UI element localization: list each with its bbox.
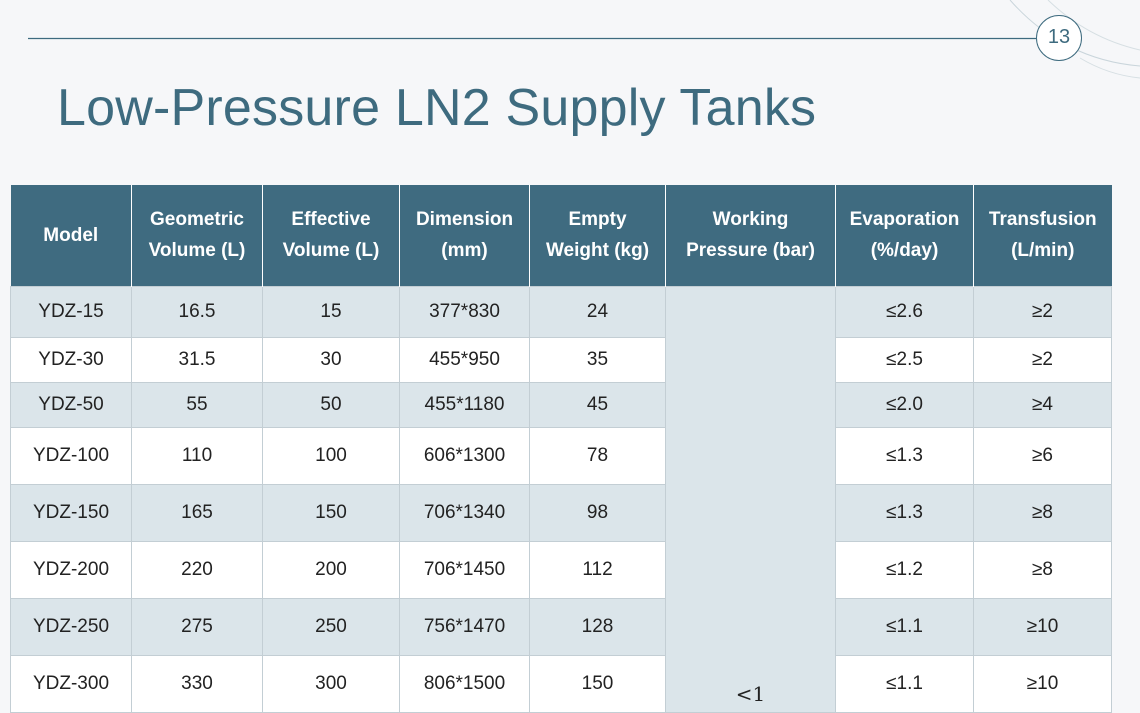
cell-geometric: 330 — [131, 654, 263, 713]
specs-table: Model Geometric Volume (L) Effective Volume … — [10, 185, 1112, 713]
cell-weight: 78 — [529, 426, 666, 485]
column-header-line: Volume (L) — [148, 240, 246, 262]
column-header-effective-volume: Effective Volume (L) — [262, 185, 400, 286]
column-header-line: Volume (L) — [282, 240, 380, 262]
column-header-line: Transfusion — [988, 209, 1097, 231]
cell-weight: 112 — [529, 540, 666, 599]
table-row: YDZ-200 220 200 706*1450 112 ≤1.2 ≥8 — [10, 540, 1112, 599]
cell-transfusion: ≥8 — [973, 483, 1112, 542]
cell-transfusion: ≥10 — [973, 654, 1112, 713]
cell-evaporation: ≤2.6 — [835, 285, 974, 338]
cell-transfusion: ≥4 — [973, 381, 1112, 428]
table-row: YDZ-50 55 50 455*1180 45 ≤2.0 ≥4 — [10, 381, 1112, 428]
cell-evaporation: ≤1.3 — [835, 483, 974, 542]
cell-geometric: 220 — [131, 540, 263, 599]
column-header-line: Working — [712, 209, 789, 231]
cell-dimension: 706*1340 — [399, 483, 530, 542]
column-header-line: Evaporation — [849, 209, 960, 231]
cell-geometric: 55 — [131, 381, 263, 428]
cell-evaporation: ≤2.5 — [835, 336, 974, 383]
column-header-dimension: Dimension (mm) — [399, 185, 530, 286]
cell-effective: 300 — [262, 654, 400, 713]
column-header-line: (L/min) — [1011, 240, 1075, 262]
page-title: Low-Pressure LN2 Supply Tanks — [57, 79, 817, 137]
cell-geometric: 110 — [131, 426, 263, 485]
column-header-working-pressure: Working Pressure (bar) — [665, 185, 836, 286]
table-row: YDZ-300 330 300 806*1500 150 ≤1.1 ≥10 — [10, 654, 1112, 713]
cell-evaporation: ≤1.2 — [835, 540, 974, 599]
page-number: 13 — [1036, 15, 1082, 61]
table-header-row: Model Geometric Volume (L) Effective Volume … — [10, 185, 1112, 286]
column-header-line: (mm) — [441, 240, 488, 262]
column-header-model: Model — [10, 185, 132, 286]
cell-effective: 100 — [262, 426, 400, 485]
cell-effective: 150 — [262, 483, 400, 542]
cell-effective: 250 — [262, 597, 400, 656]
cell-weight: 128 — [529, 597, 666, 656]
cell-weight: 35 — [529, 336, 666, 383]
column-header-line: Empty — [568, 209, 627, 231]
cell-evaporation: ≤1.3 — [835, 426, 974, 485]
cell-model: YDZ-150 — [10, 483, 132, 542]
cell-dimension: 806*1500 — [399, 654, 530, 713]
cell-model: YDZ-200 — [10, 540, 132, 599]
column-header-empty-weight: Empty Weight (kg) — [529, 185, 666, 286]
cell-transfusion: ≥8 — [973, 540, 1112, 599]
column-header-line: Effective — [291, 209, 371, 231]
cell-transfusion: ≥10 — [973, 597, 1112, 656]
cell-model: YDZ-300 — [10, 654, 132, 713]
cell-weight: 45 — [529, 381, 666, 428]
table-row: YDZ-15 16.5 15 377*830 24 <1 ≤2.6 ≥2 — [10, 285, 1112, 713]
cell-geometric: 275 — [131, 597, 263, 656]
cell-working-pressure: <1 — [665, 285, 836, 713]
cell-evaporation: ≤1.1 — [835, 597, 974, 656]
cell-transfusion: ≥2 — [973, 336, 1112, 383]
cell-weight: 150 — [529, 654, 666, 713]
column-header-transfusion: Transfusion (L/min) — [973, 185, 1112, 286]
table-row: YDZ-250 275 250 756*1470 128 ≤1.1 ≥10 — [10, 597, 1112, 656]
cell-transfusion: ≥6 — [973, 426, 1112, 485]
cell-dimension: 455*1180 — [399, 381, 530, 428]
column-header-evaporation: Evaporation (%/day) — [835, 185, 974, 286]
column-header-line: Weight (kg) — [545, 240, 650, 262]
cell-dimension: 377*830 — [399, 285, 530, 338]
table-row: YDZ-30 31.5 30 455*950 35 ≤2.5 ≥2 — [10, 336, 1112, 383]
column-header-geometric-volume: Geometric Volume (L) — [131, 185, 263, 286]
cell-weight: 98 — [529, 483, 666, 542]
column-header-line: Pressure (bar) — [686, 240, 815, 262]
column-header-line: (%/day) — [870, 240, 939, 262]
cell-geometric: 16.5 — [131, 285, 263, 338]
cell-weight: 24 — [529, 285, 666, 338]
cell-model: YDZ-100 — [10, 426, 132, 485]
cell-model: YDZ-15 — [10, 285, 132, 338]
cell-evaporation: ≤2.0 — [835, 381, 974, 428]
cell-dimension: 606*1300 — [399, 426, 530, 485]
cell-dimension: 455*950 — [399, 336, 530, 383]
column-header-line: Geometric — [150, 209, 244, 231]
table-row: YDZ-100 110 100 606*1300 78 ≤1.3 ≥6 — [10, 426, 1112, 485]
cell-geometric: 165 — [131, 483, 263, 542]
column-header-line: Model — [43, 224, 99, 246]
table-body: YDZ-15 16.5 15 377*830 24 <1 ≤2.6 ≥2 YDZ-30 31.5 3… — [10, 285, 1112, 713]
cell-model: YDZ-50 — [10, 381, 132, 428]
cell-effective: 50 — [262, 381, 400, 428]
cell-model: YDZ-250 — [10, 597, 132, 656]
cell-geometric: 31.5 — [131, 336, 263, 383]
cell-effective: 30 — [262, 336, 400, 383]
cell-dimension: 706*1450 — [399, 540, 530, 599]
column-header-line: Dimension — [415, 209, 514, 231]
cell-transfusion: ≥2 — [973, 285, 1112, 338]
cell-model: YDZ-30 — [10, 336, 132, 383]
table-row: YDZ-150 165 150 706*1340 98 ≤1.3 ≥8 — [10, 483, 1112, 542]
cell-evaporation: ≤1.1 — [835, 654, 974, 713]
cell-effective: 15 — [262, 285, 400, 338]
cell-dimension: 756*1470 — [399, 597, 530, 656]
cell-effective: 200 — [262, 540, 400, 599]
